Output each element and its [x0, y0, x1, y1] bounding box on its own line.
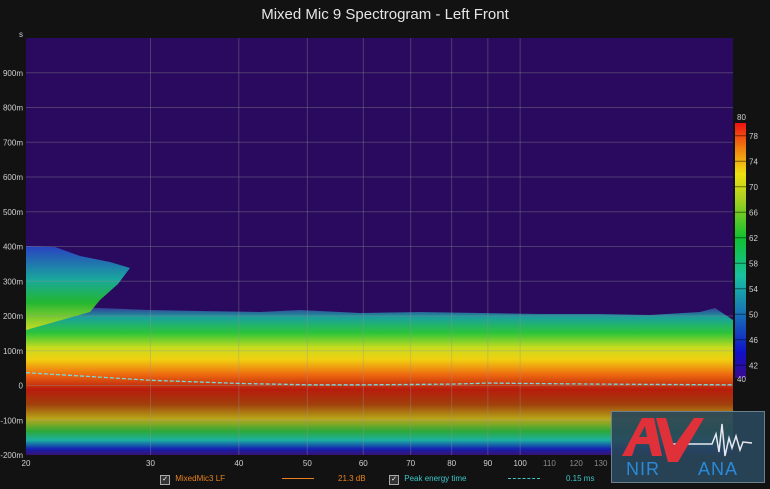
colorbar-tick-label: 78 [749, 132, 758, 141]
legend-label: Peak energy time [404, 474, 467, 483]
x-tick-label: 60 [359, 459, 368, 468]
y-tick-label: 900m [3, 69, 23, 78]
colorbar-tick-label: 58 [749, 259, 758, 268]
y-tick-label: 400m [3, 243, 23, 252]
legend-dashed-line [508, 478, 540, 479]
x-tick-label: 120 [569, 459, 583, 468]
y-tick-label: 500m [3, 208, 23, 217]
colorbar-tick-label: 80 [737, 113, 746, 122]
colorbar-tick-label: 46 [749, 336, 758, 345]
peak-energy-time-line [25, 371, 734, 386]
colorbar-tick-label: 50 [749, 310, 758, 319]
x-tick-label: 70 [406, 459, 415, 468]
legend-item-peak-energy[interactable]: ✓ Peak energy time [389, 474, 467, 485]
colorbar-tick-label: 40 [737, 375, 746, 384]
legend-value: 21.3 dB [338, 474, 366, 483]
y-tick-label: -200m [0, 451, 23, 460]
chart-title: Mixed Mic 9 Spectrogram - Left Front [261, 6, 509, 23]
svg-text:ANA: ANA [698, 459, 738, 479]
legend-solid-line [282, 478, 314, 479]
checkbox-mixedmic3[interactable]: ✓ [160, 475, 170, 485]
y-tick-label: 600m [3, 173, 23, 182]
spectrogram-main-band [26, 306, 733, 455]
colorbar [735, 123, 746, 378]
x-tick-label: 80 [447, 459, 456, 468]
colorbar-tick-label: 70 [749, 183, 758, 192]
legend-value: 0.15 ms [566, 474, 595, 483]
x-tick-label: 100 [513, 459, 527, 468]
checkbox-peak-energy[interactable]: ✓ [389, 475, 399, 485]
y-tick-label: 100m [3, 347, 23, 356]
spectrogram-low-frequency-blob [26, 246, 130, 330]
x-tick-label: 30 [146, 459, 155, 468]
colorbar-tick-label: 62 [749, 234, 758, 243]
y-tick-label: 700m [3, 138, 23, 147]
y-tick-label: 0 [19, 382, 24, 391]
colorbar-tick-label: 74 [749, 157, 758, 166]
x-tick-label: 50 [303, 459, 312, 468]
y-tick-label: 800m [3, 104, 23, 113]
y-tick-label: 300m [3, 277, 23, 286]
svg-text:NIR: NIR [626, 459, 660, 479]
x-tick-label: 90 [483, 459, 492, 468]
colorbar-tick-label: 54 [749, 285, 758, 294]
x-tick-label: 20 [22, 459, 31, 468]
y-tick-label: s [19, 30, 23, 39]
legend-item-mixedmic3[interactable]: ✓ MixedMic3 LF [160, 474, 225, 485]
av-nirvana-logo: NIR ANA [611, 411, 765, 483]
x-tick-label: 40 [234, 459, 243, 468]
x-tick-label: 130 [594, 459, 608, 468]
x-tick-label: 110 [543, 459, 556, 468]
colorbar-tick-label: 66 [749, 208, 758, 217]
colorbar-tick-label: 42 [749, 361, 758, 370]
y-tick-label: -100m [0, 416, 23, 425]
y-tick-label: 200m [3, 312, 23, 321]
legend-label: MixedMic3 LF [175, 474, 226, 483]
